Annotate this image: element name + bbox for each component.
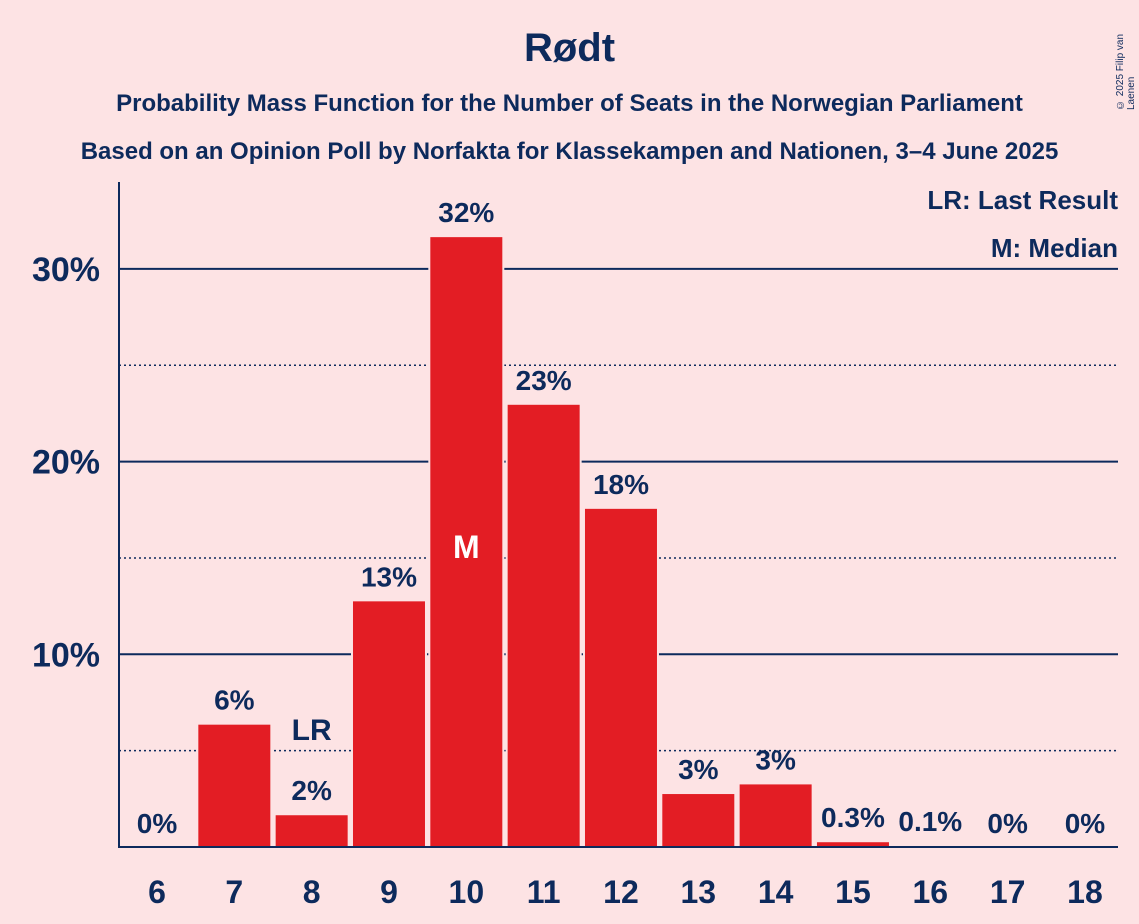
bar-value-label: 2% [291, 775, 332, 806]
x-tick-label: 14 [758, 874, 794, 910]
bar [737, 782, 814, 848]
bar-value-label: 6% [214, 685, 255, 716]
x-tick-label: 17 [990, 874, 1026, 910]
x-tick-label: 13 [681, 874, 717, 910]
x-tick-label: 6 [148, 874, 166, 910]
bar-value-label: 0% [987, 808, 1028, 839]
x-tick-label: 15 [835, 874, 871, 910]
bar-value-label: 0% [137, 808, 178, 839]
chart-title: Rødt [523, 26, 616, 70]
chart-subtitle-source: Based on an Opinion Poll by Norfakta for… [80, 138, 1059, 165]
median-marker: M [453, 529, 480, 565]
bar [505, 402, 582, 848]
bar-value-label: 0.3% [821, 802, 885, 833]
bar-value-label: 18% [593, 469, 649, 500]
bar-value-label: 13% [361, 561, 417, 592]
legend-last-result: LR: Last Result [927, 185, 1118, 215]
x-tick-label: 8 [303, 874, 321, 910]
bar-value-label: 3% [678, 754, 719, 785]
x-tick-label: 10 [449, 874, 485, 910]
bar-value-label: 32% [438, 197, 494, 228]
bar-value-label: 0% [1065, 808, 1106, 839]
bar-value-label: 3% [755, 744, 796, 775]
x-tick-label: 18 [1067, 874, 1103, 910]
bar-value-label: 23% [516, 365, 572, 396]
axes [118, 182, 1118, 848]
bar [428, 235, 505, 849]
bar [350, 599, 427, 848]
labels: 10% 20% 30% 0% 6 6% 7 2% 8 LR 13% 9 32% 10 M 23% 11 18% 12… [32, 197, 1105, 910]
legend-median: M: Median [991, 233, 1118, 263]
bar [196, 722, 273, 848]
chart-subtitle: Probability Mass Function for the Number… [116, 90, 1023, 117]
x-tick-label: 12 [603, 874, 639, 910]
y-tick-label: 30% [32, 251, 100, 289]
y-tick-label: 20% [32, 444, 100, 482]
grid-lines [119, 267, 1118, 752]
x-tick-label: 16 [913, 874, 949, 910]
bar [582, 506, 659, 848]
y-tick-label: 10% [32, 636, 100, 674]
bars [196, 235, 969, 849]
x-tick-label: 11 [527, 874, 561, 910]
x-tick-label: 9 [380, 874, 398, 910]
x-tick-label: 7 [225, 874, 243, 910]
bar-value-label: 0.1% [898, 806, 962, 837]
bar [660, 792, 737, 849]
bar [273, 813, 350, 849]
last-result-marker: LR [292, 714, 332, 747]
